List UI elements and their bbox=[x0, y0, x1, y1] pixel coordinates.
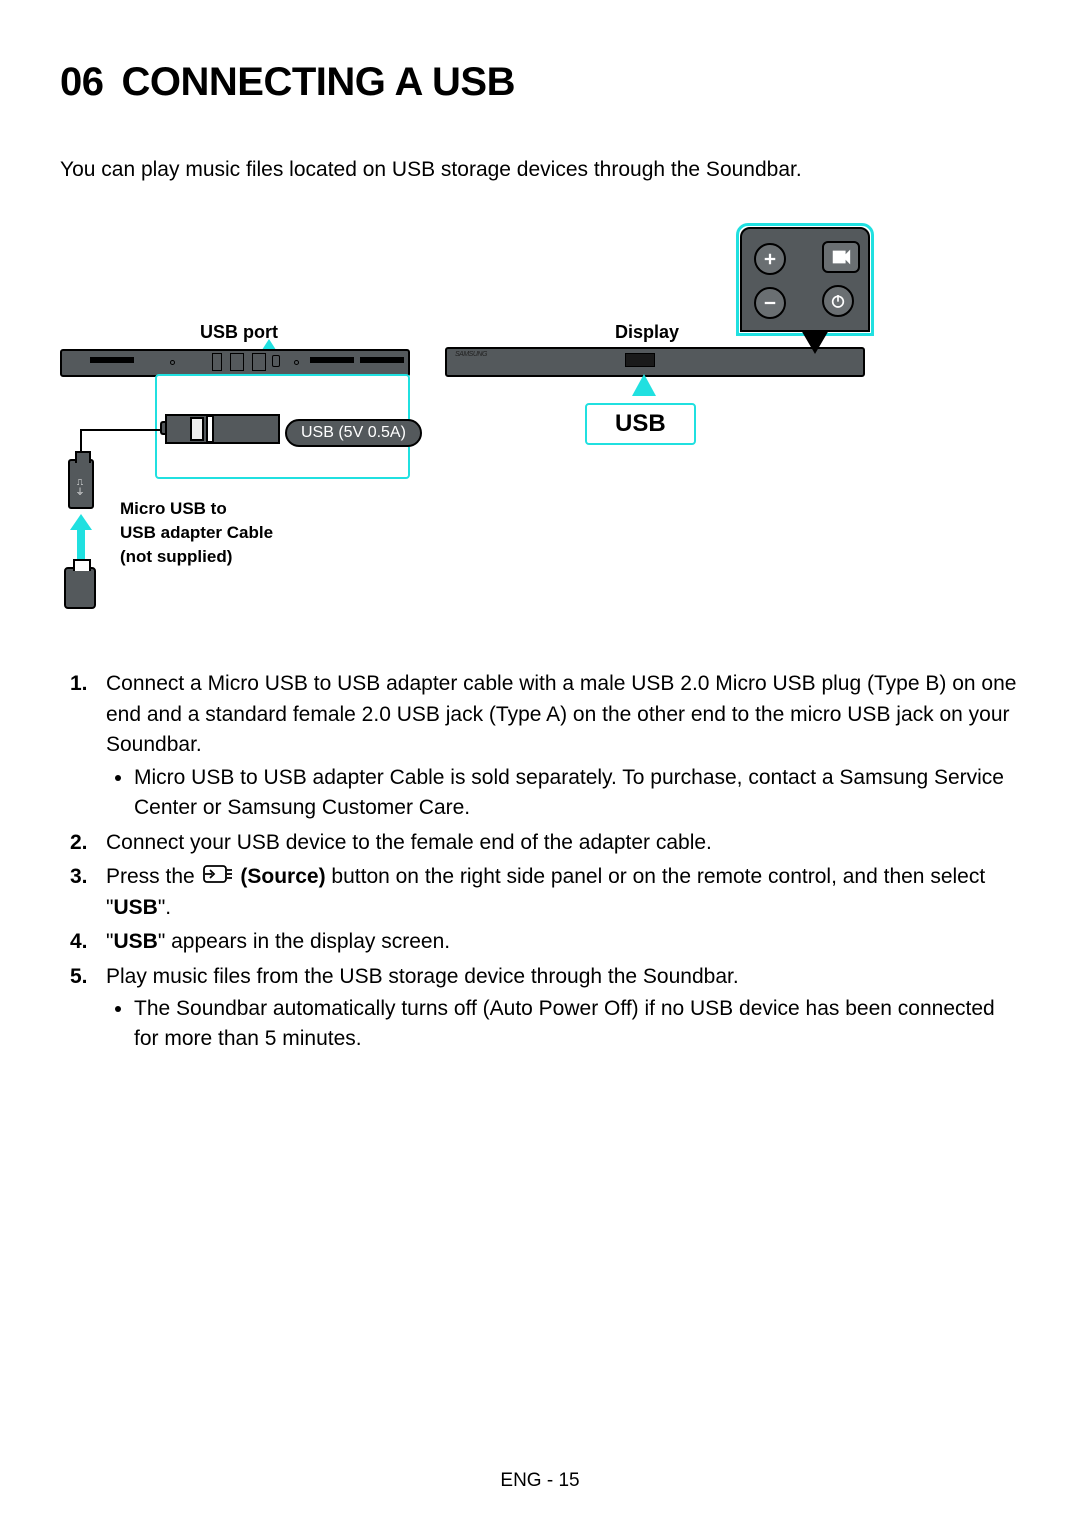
adapter-cable-label: Micro USB to USB adapter Cable (not supp… bbox=[120, 497, 273, 568]
zoom-port-body bbox=[165, 414, 280, 444]
power-button-icon bbox=[822, 285, 854, 317]
step-1: 1. Connect a Micro USB to USB adapter ca… bbox=[106, 669, 1020, 823]
cable-segment bbox=[80, 429, 162, 431]
usb-trident-icon: ⎍⏚ bbox=[70, 477, 90, 497]
step-4: 4. "USB" appears in the display screen. bbox=[106, 927, 1020, 957]
step-5: 5. Play music files from the USB storage… bbox=[106, 962, 1020, 1055]
soundbar-rear-view bbox=[60, 349, 410, 377]
usb-spec-label: USB (5V 0.5A) bbox=[285, 419, 422, 447]
usb-a-jack-icon bbox=[64, 567, 96, 609]
pointer-triangle-icon bbox=[632, 374, 656, 396]
instruction-steps: 1. Connect a Micro USB to USB adapter ca… bbox=[106, 669, 1020, 1054]
remote-control-icon bbox=[740, 227, 870, 332]
intro-text: You can play music files located on USB … bbox=[60, 155, 1020, 184]
section-title: CONNECTING A USB bbox=[122, 60, 515, 104]
soundbar-display-icon bbox=[625, 353, 655, 367]
step-5-sub: The Soundbar automatically turns off (Au… bbox=[134, 994, 1020, 1055]
step-3: 3. Press the (Source) button on the righ… bbox=[106, 862, 1020, 923]
source-button-icon bbox=[822, 241, 860, 273]
display-label: Display bbox=[615, 322, 679, 343]
page-heading: 06 CONNECTING A USB bbox=[60, 60, 1020, 105]
volume-down-icon bbox=[754, 287, 786, 319]
micro-usb-port-slot bbox=[206, 415, 214, 443]
micro-usb-port-icon bbox=[190, 417, 204, 441]
page-footer: ENG - 15 bbox=[0, 1470, 1080, 1492]
step-2: 2. Connect your USB device to the female… bbox=[106, 828, 1020, 858]
usb-mode-badge: USB bbox=[585, 403, 696, 445]
source-inline-icon bbox=[203, 862, 233, 892]
section-number: 06 bbox=[60, 60, 104, 104]
step-1-sub: Micro USB to USB adapter Cable is sold s… bbox=[134, 763, 1020, 824]
volume-up-icon bbox=[754, 243, 786, 275]
connection-diagram: USB port USB (5V 0.5A) ⎍⏚ Micro USB to U… bbox=[60, 219, 1020, 639]
brand-text: SAMSUNG bbox=[455, 351, 487, 358]
